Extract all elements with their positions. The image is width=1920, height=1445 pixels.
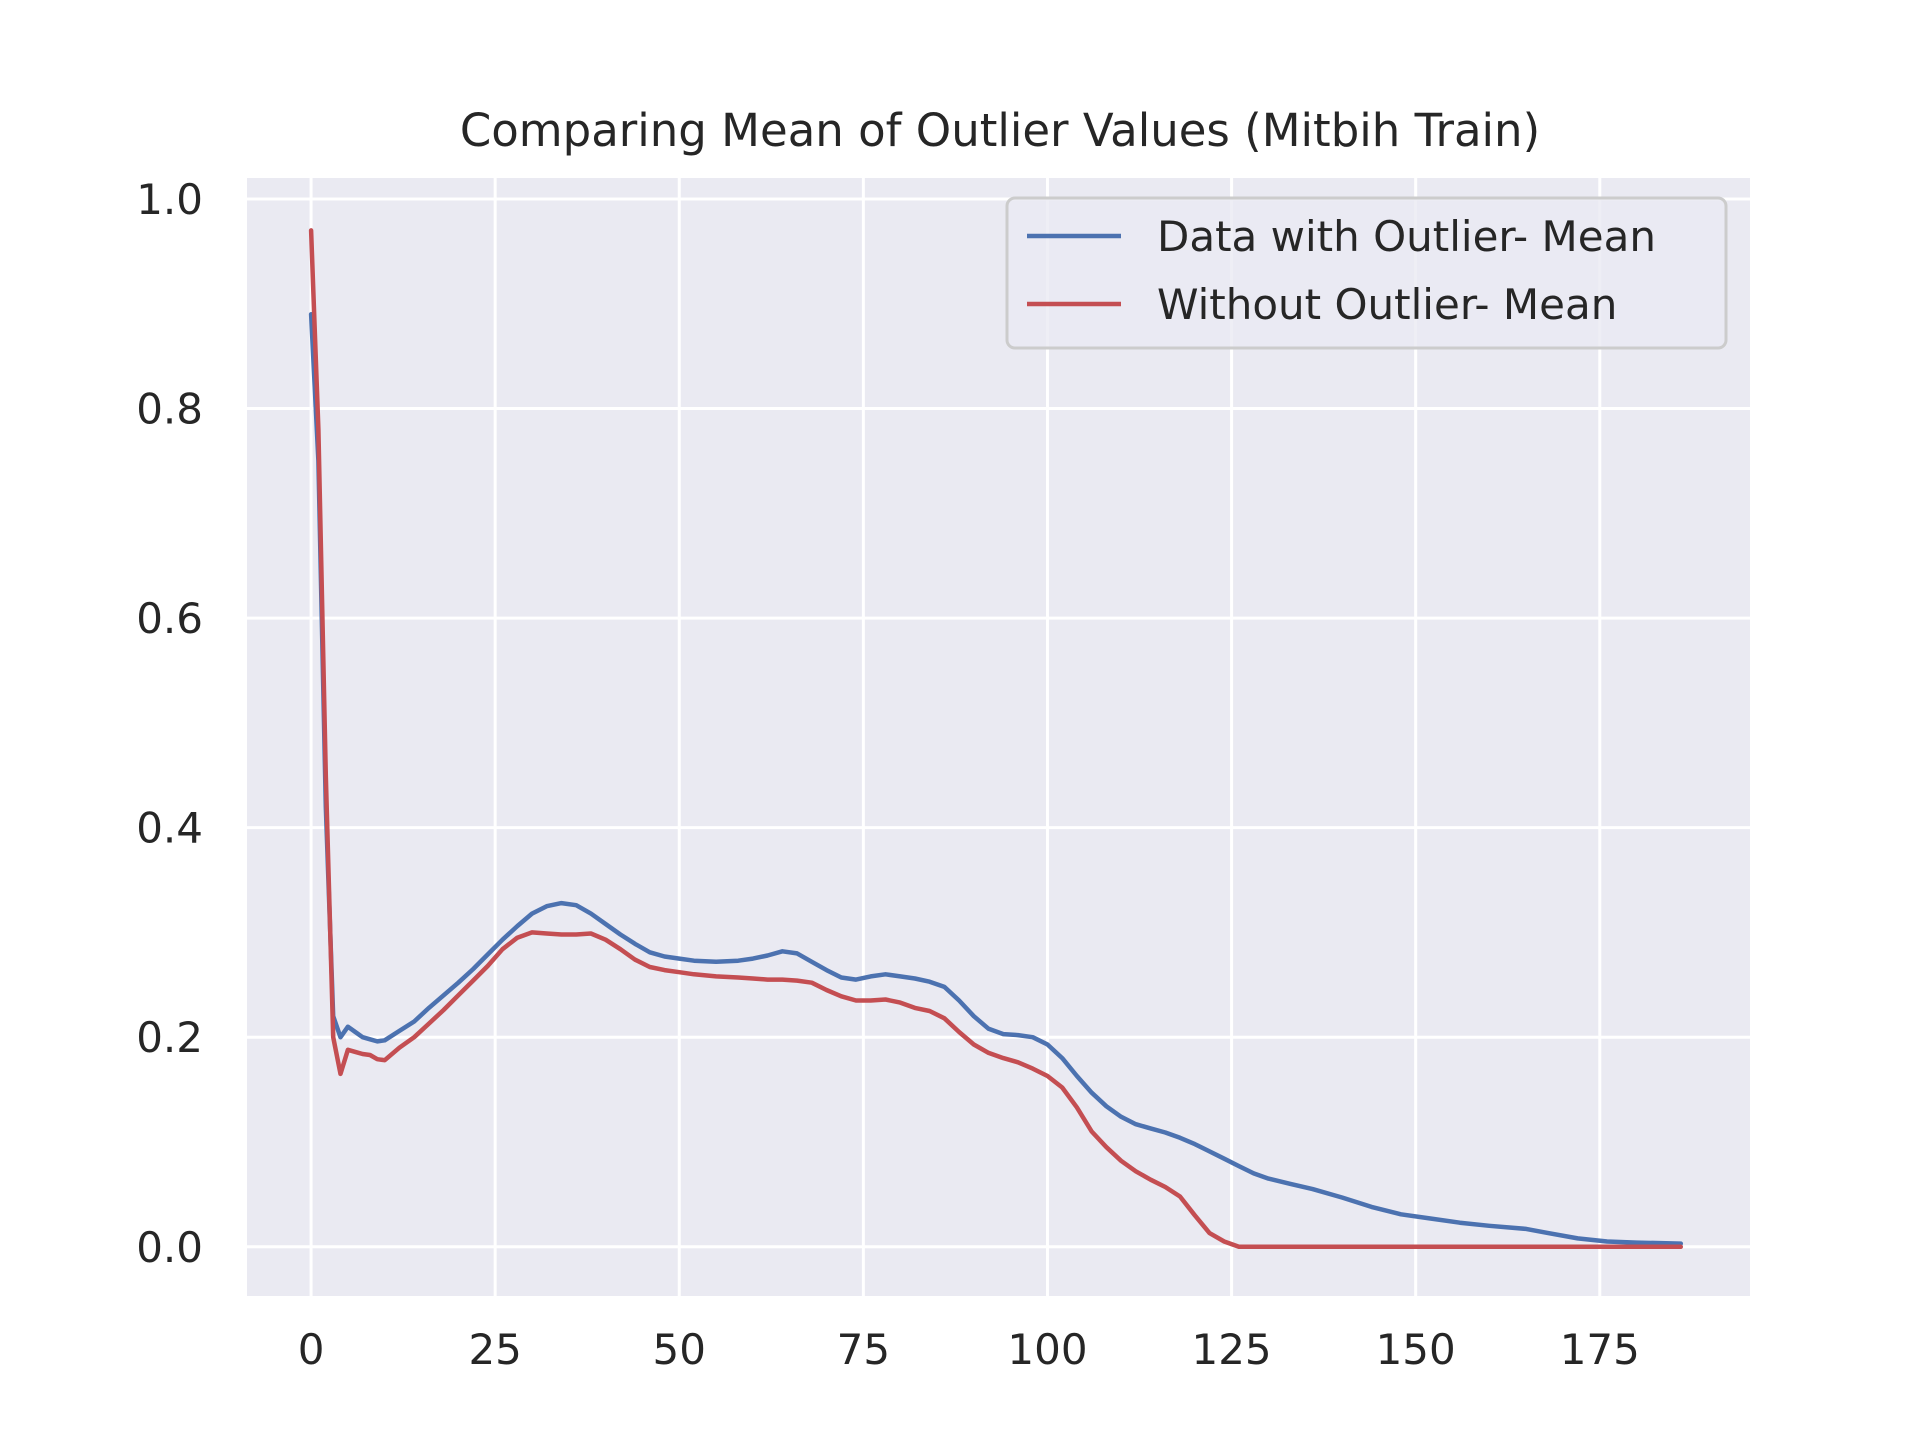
y-tick-label: 1.0 [136,175,203,224]
legend-box [1005,196,1728,350]
y-tick-label: 0.0 [136,1223,203,1272]
chart-title: Comparing Mean of Outlier Values (Mitbih… [460,104,1540,157]
series-line-2 [308,228,1684,1250]
y-tick-label: 0.8 [136,385,203,434]
y-tick-label: 0.4 [136,804,203,853]
tick-labels: 0 25 50 75 100 125 150 175 0.0 0.2 0.4 0.6 0.8 1.0 [136,175,1640,1374]
x-tick-label: 150 [1376,1325,1456,1374]
y-tick-label: 0.6 [136,594,203,643]
legend-label: Without Outlier- Mean [1157,280,1617,329]
x-tick-label: 50 [653,1325,706,1374]
x-tick-label: 25 [468,1325,521,1374]
series-line-1 [308,311,1684,1246]
series-lines [308,228,1684,1250]
y-tick-label: 0.2 [136,1013,203,1062]
x-tick-label: 175 [1560,1325,1640,1374]
x-tick-label: 100 [1007,1325,1087,1374]
grid [247,178,1750,1296]
legend-label: Data with Outlier- Mean [1157,212,1656,261]
x-tick-label: 75 [837,1325,890,1374]
plot-background [247,178,1750,1296]
x-tick-label: 125 [1191,1325,1271,1374]
legend: Data with Outlier- Mean Without Outlier- … [1005,196,1728,350]
x-tick-label: 0 [298,1325,325,1374]
